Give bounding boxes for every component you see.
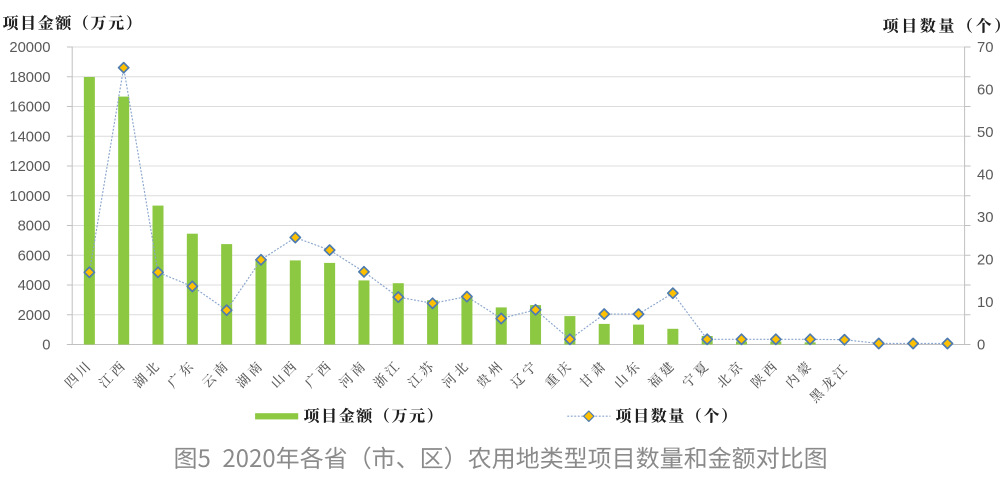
svg-text:30: 30 xyxy=(977,210,993,226)
svg-text:4000: 4000 xyxy=(18,278,51,294)
svg-text:6000: 6000 xyxy=(18,248,51,264)
svg-text:10000: 10000 xyxy=(9,189,50,205)
svg-text:20: 20 xyxy=(977,253,993,269)
svg-text:12000: 12000 xyxy=(9,159,50,175)
svg-text:20000: 20000 xyxy=(9,40,50,56)
svg-text:0: 0 xyxy=(977,338,985,354)
svg-text:60: 60 xyxy=(977,83,993,99)
svg-text:2000: 2000 xyxy=(18,308,51,324)
svg-text:16000: 16000 xyxy=(9,100,50,116)
svg-text:40: 40 xyxy=(977,168,993,184)
svg-text:10: 10 xyxy=(977,295,993,311)
svg-text:14000: 14000 xyxy=(9,129,50,145)
svg-text:50: 50 xyxy=(977,125,993,141)
svg-text:70: 70 xyxy=(977,40,993,56)
svg-text:8000: 8000 xyxy=(18,219,51,235)
svg-text:18000: 18000 xyxy=(9,70,50,86)
svg-text:0: 0 xyxy=(42,338,50,354)
